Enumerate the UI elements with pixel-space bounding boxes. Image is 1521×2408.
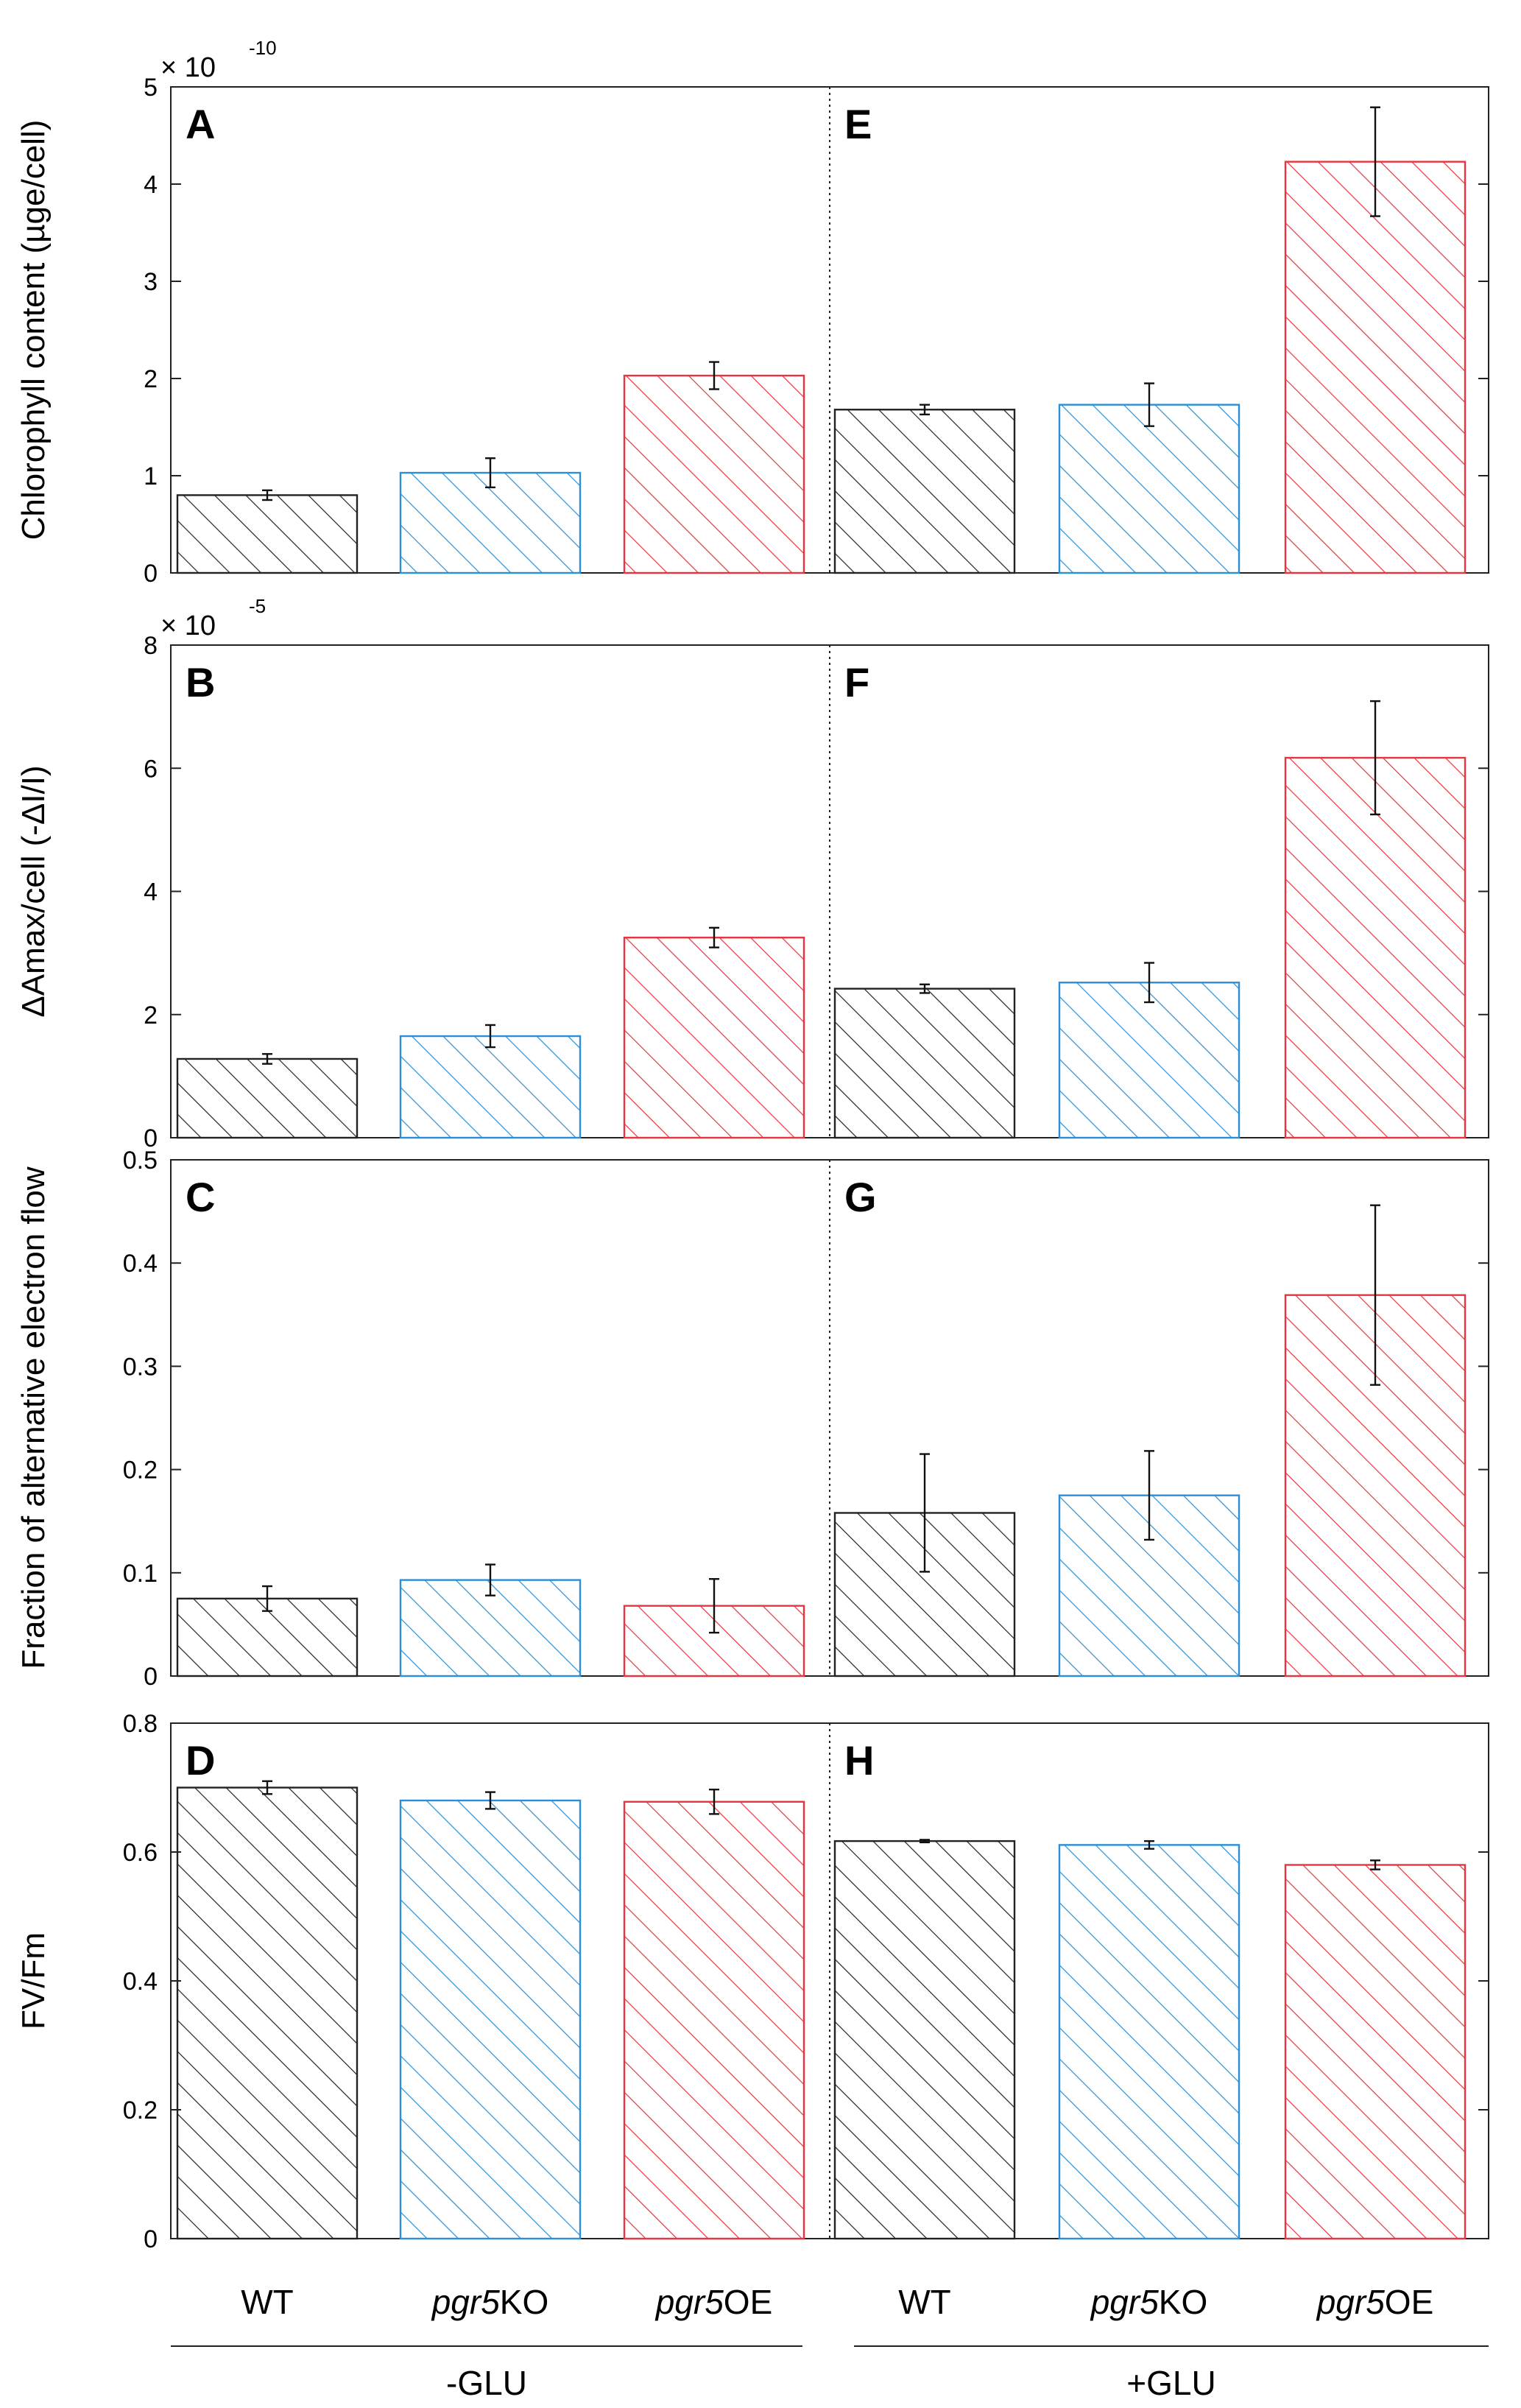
category-italic-part: pgr5 <box>1090 2283 1159 2321</box>
y-tick-label: 0.6 <box>123 1839 158 1867</box>
y-axis-label: Chlorophyll content (µge/cell) <box>15 120 52 541</box>
category-italic-part: pgr5 <box>431 2283 500 2321</box>
y-tick-label: 0.4 <box>123 1250 158 1278</box>
y-tick-label: 0 <box>144 2225 158 2253</box>
panel-letter-E: E <box>844 101 872 147</box>
bar-H-pgr5OE[interactable] <box>1284 1864 1467 2240</box>
bar-H-pgr5KO[interactable] <box>1058 1844 1241 2240</box>
y-tick-label: 6 <box>144 755 158 783</box>
y-tick-label: 0.2 <box>123 2097 158 2124</box>
category-plain-part: KO <box>1159 2283 1207 2321</box>
y-axis-label: ΔAmax/cell (-ΔI/I) <box>15 765 52 1017</box>
y-tick-label: 1 <box>144 462 158 490</box>
panel-letter-B: B <box>186 659 215 705</box>
y-tick-label: 2 <box>144 1001 158 1029</box>
y-multiplier-exponent: -10 <box>249 37 277 59</box>
category-label-pgr5OE: pgr5OE <box>654 2283 773 2321</box>
category-label-pgr5OE: pgr5OE <box>1316 2283 1434 2321</box>
y-multiplier: × 10 <box>160 52 216 83</box>
y-axis-label: FV/Fm <box>15 1932 52 2029</box>
y-tick-label: 5 <box>144 74 158 102</box>
group-label-minus-glu: -GLU <box>446 2364 527 2402</box>
bar-D-WT[interactable] <box>176 1786 359 2240</box>
y-tick-label: 0.3 <box>123 1353 158 1381</box>
y-tick-label: 4 <box>144 879 158 906</box>
category-label-pgr5KO: pgr5KO <box>431 2283 549 2321</box>
category-plain-part: KO <box>500 2283 548 2321</box>
y-tick-label: 0.1 <box>123 1560 158 1588</box>
bar-F-pgr5OE[interactable] <box>1284 756 1467 1139</box>
panel-letter-H: H <box>844 1737 874 1784</box>
panel-letter-D: D <box>186 1737 215 1784</box>
y-tick-label: 2 <box>144 365 158 393</box>
panel-letter-F: F <box>844 659 869 705</box>
bar-A-pgr5KO[interactable] <box>399 471 582 574</box>
panel-letter-G: G <box>844 1174 877 1220</box>
bar-B-pgr5KO[interactable] <box>399 1035 582 1139</box>
y-tick-label: 3 <box>144 268 158 296</box>
y-tick-label: 8 <box>144 632 158 660</box>
panel-letter-C: C <box>186 1174 215 1220</box>
category-italic-part: pgr5 <box>654 2283 724 2321</box>
bar-F-pgr5KO[interactable] <box>1058 982 1241 1139</box>
category-italic-part: pgr5 <box>1316 2283 1385 2321</box>
category-label-pgr5KO: pgr5KO <box>1090 2283 1208 2321</box>
bar-A-WT[interactable] <box>176 494 359 574</box>
bar-D-pgr5KO[interactable] <box>399 1799 582 2240</box>
y-tick-label: 0 <box>144 1663 158 1691</box>
category-label-WT: WT <box>898 2283 951 2321</box>
bar-F-WT[interactable] <box>833 988 1016 1139</box>
bar-E-pgr5OE[interactable] <box>1284 161 1467 574</box>
bar-E-pgr5KO[interactable] <box>1058 404 1241 574</box>
bar-A-pgr5OE[interactable] <box>623 374 805 574</box>
bar-H-WT[interactable] <box>833 1840 1016 2240</box>
y-tick-label: 0 <box>144 560 158 588</box>
chart-row-1: 0 1 2 3 4 5× 10 -10 Chlorophyll content (µge/ce… <box>15 37 1489 588</box>
chart-row-4: 0 0.2 0.4 0.6 0.8 FV/Fm D H <box>15 1710 1489 2253</box>
y-tick-label: 0.2 <box>123 1457 158 1485</box>
group-label-plus-glu: +GLU <box>1126 2364 1215 2402</box>
category-plain-part: WT <box>241 2283 294 2321</box>
panel-letter-A: A <box>186 101 215 147</box>
category-plain-part: OE <box>724 2283 772 2321</box>
bar-B-pgr5OE[interactable] <box>623 937 805 1139</box>
category-label-WT: WT <box>241 2283 294 2321</box>
y-tick-label: 0.5 <box>123 1147 158 1175</box>
chart-row-2: 0 2 4 6 8× 10 -5 ΔAmax/cell (-ΔI/I) B F <box>15 595 1489 1152</box>
y-multiplier-exponent: -5 <box>249 595 266 617</box>
bar-D-pgr5OE[interactable] <box>623 1800 805 2240</box>
y-tick-label: 4 <box>144 171 158 199</box>
y-axis-label: Fraction of alternative electron flow <box>15 1166 52 1669</box>
chart-row-3: 0 0.1 0.2 0.3 0.4 0.5 Fraction of alternative … <box>15 1147 1489 1691</box>
category-plain-part: WT <box>898 2283 951 2321</box>
bar-E-WT[interactable] <box>833 409 1016 574</box>
y-multiplier: × 10 <box>160 610 216 641</box>
y-tick-label: 0.4 <box>123 1968 158 1996</box>
y-tick-label: 0.8 <box>123 1710 158 1738</box>
y-tick-label: 0 <box>144 1124 158 1152</box>
category-plain-part: OE <box>1385 2283 1433 2321</box>
bar-B-WT[interactable] <box>176 1057 359 1139</box>
